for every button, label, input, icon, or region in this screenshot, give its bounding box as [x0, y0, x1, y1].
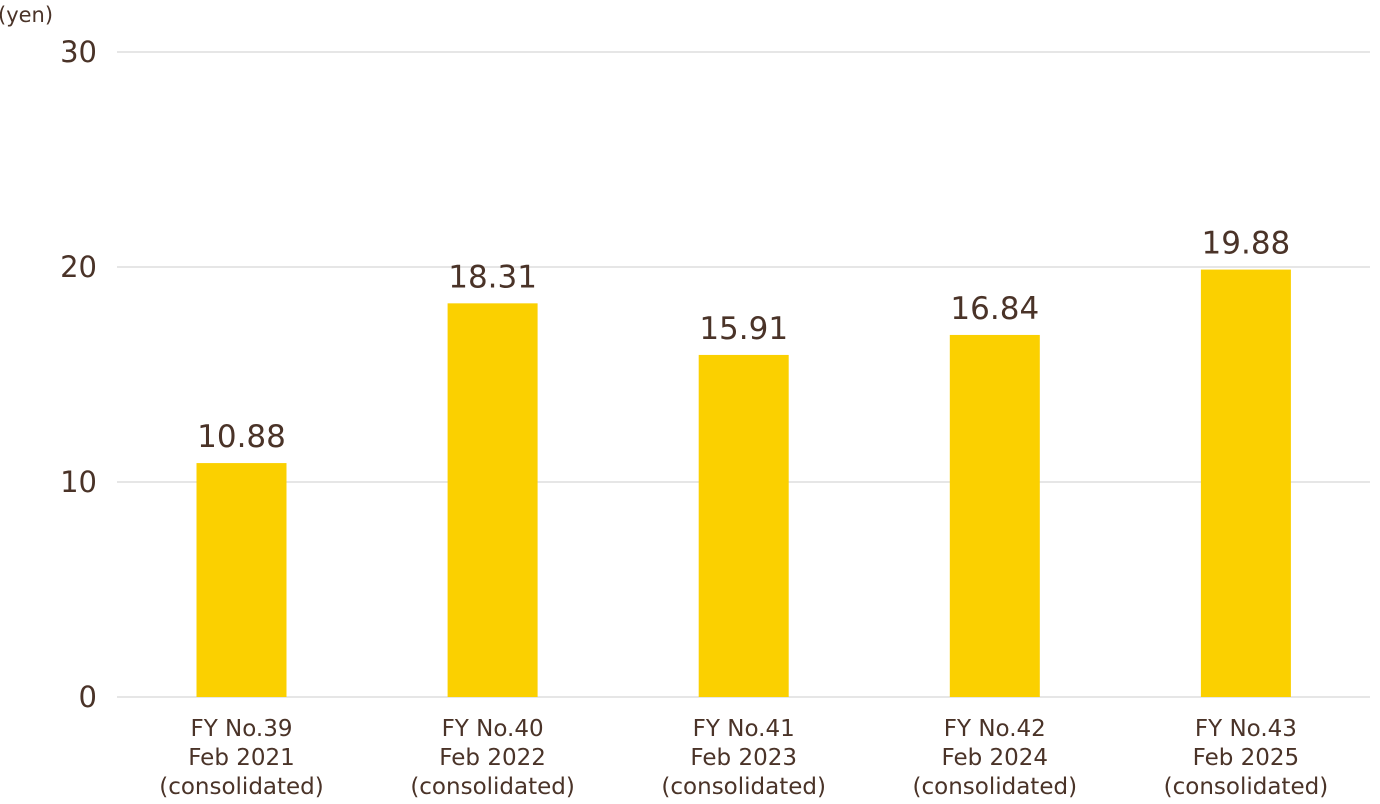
x-axis-labels: FY No.39 Feb 2021 (consolidated) FY No.40 Fe… — [159, 716, 1328, 800]
bar-value-label: 18.31 — [448, 259, 537, 295]
y-tick-label: 30 — [60, 35, 97, 69]
x-tick-label: FY No.43 — [1195, 716, 1297, 742]
bar — [949, 334, 1040, 697]
y-tick-label: 0 — [79, 680, 97, 714]
y-axis-ticks: 0 10 20 30 — [60, 35, 97, 714]
bars — [196, 269, 1291, 697]
y-axis-unit-label: (yen) — [0, 3, 53, 27]
x-tick-label: FY No.42 — [944, 716, 1046, 742]
x-tick-label: FY No.41 — [693, 716, 795, 742]
bar-value-label: 10.88 — [197, 419, 286, 455]
bar — [1200, 269, 1291, 697]
x-tick-label: (consolidated) — [913, 774, 1078, 800]
bar — [698, 354, 789, 697]
x-tick-label: FY No.39 — [190, 716, 292, 742]
x-tick-label: Feb 2025 — [1193, 745, 1300, 771]
bar-value-label: 19.88 — [1202, 226, 1291, 262]
x-tick-label: (consolidated) — [1164, 774, 1329, 800]
bar — [447, 303, 538, 697]
x-tick-label: FY No.40 — [442, 716, 544, 742]
y-tick-label: 10 — [60, 465, 97, 499]
value-labels: 10.88 18.31 15.91 16.84 19.88 — [197, 226, 1290, 455]
x-tick-label: Feb 2023 — [690, 745, 797, 771]
x-tick-label: Feb 2021 — [188, 745, 295, 771]
x-tick-label: Feb 2022 — [439, 745, 546, 771]
bar-value-label: 16.84 — [950, 291, 1039, 327]
bar — [196, 463, 287, 697]
y-tick-label: 20 — [60, 250, 97, 284]
x-tick-label: (consolidated) — [159, 774, 324, 800]
x-tick-label: (consolidated) — [661, 774, 826, 800]
bar-value-label: 15.91 — [699, 311, 788, 347]
x-tick-label: Feb 2024 — [942, 745, 1049, 771]
x-tick-label: (consolidated) — [410, 774, 575, 800]
